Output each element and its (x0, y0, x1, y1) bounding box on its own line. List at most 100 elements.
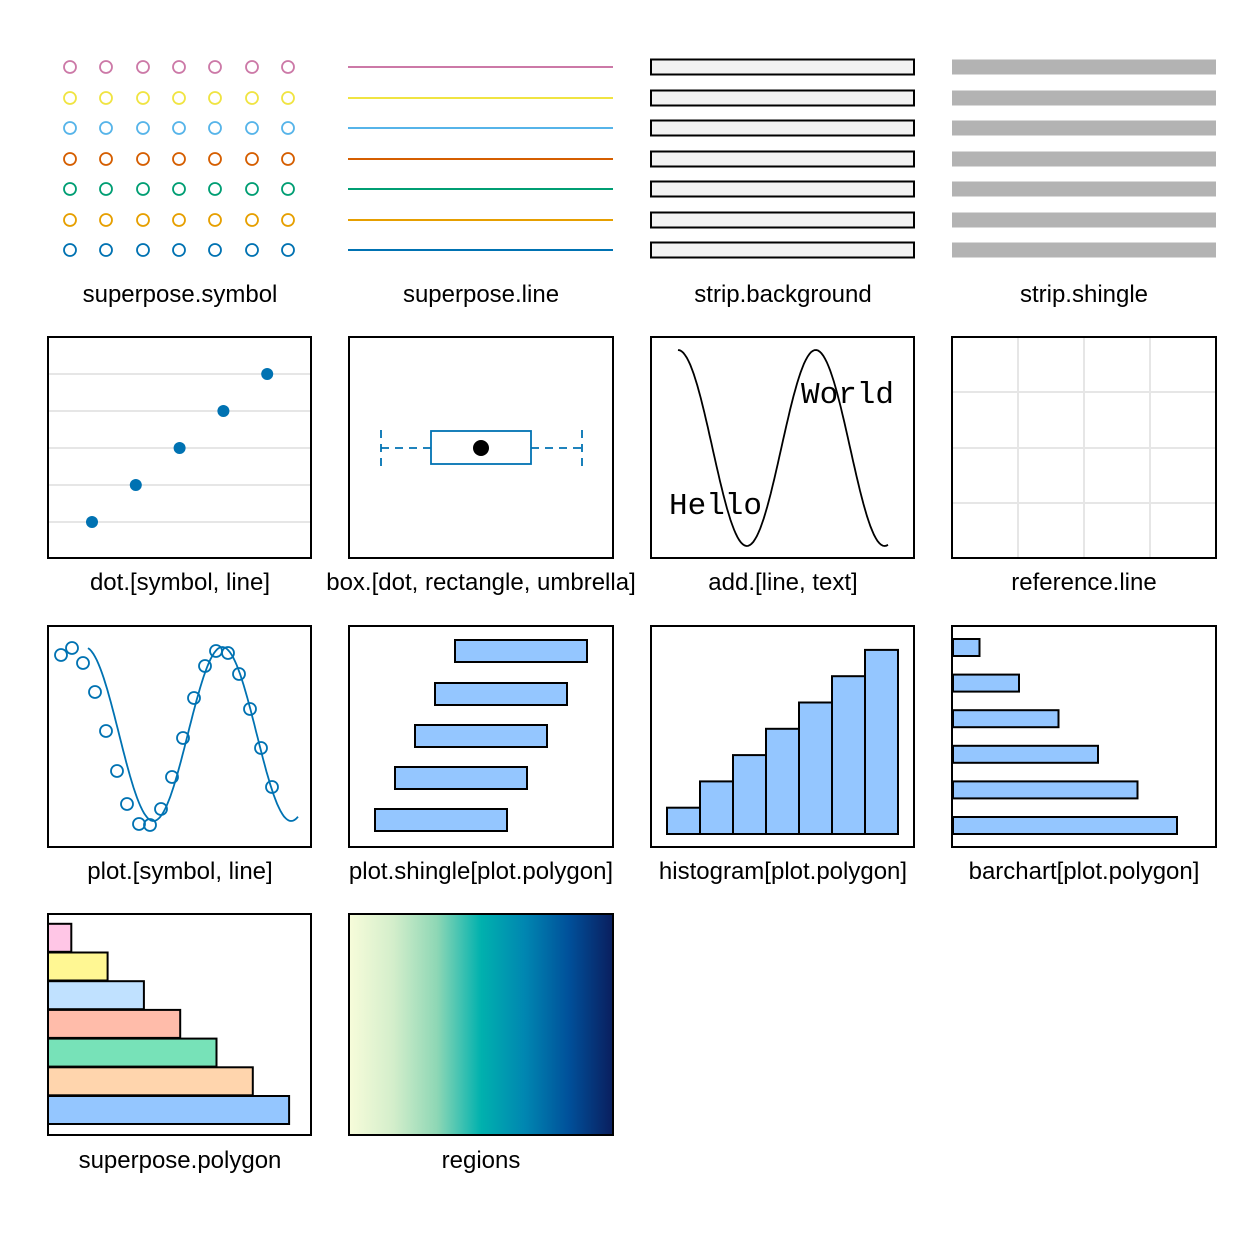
superpose-symbol-point (172, 213, 186, 227)
caption-histogram: histogram[plot.polygon] (659, 858, 907, 885)
reference-frame (951, 336, 1217, 559)
superpose-symbol-point (63, 152, 77, 166)
add-panel (650, 336, 915, 559)
strip-shingle-bar (952, 59, 1216, 75)
superpose-symbol-point (208, 91, 222, 105)
superpose-symbol-point (245, 121, 259, 135)
plot-point (243, 702, 257, 716)
barchart-bar (952, 638, 981, 657)
plot-point (65, 641, 79, 655)
superpose-symbol-point (63, 60, 77, 74)
strip-background-bar (650, 241, 915, 259)
shingle-bar (414, 724, 548, 748)
barchart-bar (952, 673, 1020, 693)
strip-background-bar (650, 180, 915, 198)
strip-background-bar (650, 119, 915, 137)
plot-point (187, 691, 201, 705)
shingle-bar (394, 766, 528, 790)
caption-plot-shingle: plot.shingle[plot.polygon] (349, 858, 613, 885)
superpose-symbol-point (245, 213, 259, 227)
dot-point (261, 368, 274, 380)
caption-plot: plot.[symbol, line] (87, 858, 272, 885)
superpose-polygon-bar (47, 1037, 218, 1068)
superpose-symbol-point (281, 152, 295, 166)
superpose-polygon-bar (47, 980, 145, 1011)
superpose-polygon-bar (47, 951, 109, 982)
hello-text: Hello (669, 489, 762, 524)
dot-point (173, 442, 186, 454)
superpose-symbol-point (99, 182, 113, 196)
barchart-bar (952, 709, 1060, 729)
superpose-symbol-point (63, 182, 77, 196)
superpose-symbol-point (172, 152, 186, 166)
superpose-polygon-bar (47, 922, 73, 953)
plot-shingle-panel (348, 625, 614, 848)
plot-point (120, 797, 134, 811)
caption-regions: regions (442, 1147, 521, 1174)
superpose-polygon-bar (47, 1095, 291, 1125)
superpose-symbol-point (208, 121, 222, 135)
dot-panel (47, 336, 312, 559)
superpose-polygon-bar (47, 1008, 182, 1039)
superpose-symbol-point (63, 91, 77, 105)
dot-point (217, 405, 230, 417)
strip-background-panel (650, 58, 915, 259)
caption-add: add.[line, text] (708, 569, 857, 596)
world-text: World (801, 378, 894, 413)
superpose-symbol-point (281, 60, 295, 74)
superpose-symbol-point (281, 121, 295, 135)
plot-point (265, 780, 279, 794)
box-frame (348, 336, 614, 559)
superpose-symbol-point (136, 182, 150, 196)
barchart-bar (952, 780, 1139, 800)
histogram-bar (798, 701, 833, 835)
histogram-frame (650, 625, 915, 848)
box-panel (348, 336, 614, 559)
dot-point (86, 516, 98, 528)
superpose-symbol-point (245, 152, 259, 166)
caption-superpose-polygon: superpose.polygon (79, 1147, 282, 1174)
superpose-symbol-point (208, 152, 222, 166)
add-frame (650, 336, 915, 559)
histogram-panel (650, 625, 915, 848)
caption-superpose-symbol: superpose.symbol (83, 281, 278, 308)
add-line (677, 349, 889, 547)
dot-point (129, 479, 142, 491)
superpose-symbol-point (281, 213, 295, 227)
plot-point (165, 770, 179, 784)
plot-point (76, 656, 90, 670)
barchart-bar (952, 744, 1099, 764)
caption-dot: dot.[symbol, line] (90, 569, 270, 596)
superpose-symbol-point (136, 121, 150, 135)
superpose-symbol-point (63, 121, 77, 135)
superpose-symbol-point (136, 152, 150, 166)
superpose-symbol-point (99, 121, 113, 135)
superpose-symbol-point (99, 91, 113, 105)
superpose-symbol-point (136, 243, 150, 257)
superpose-symbol-point (172, 91, 186, 105)
caption-strip-shingle: strip.shingle (1020, 281, 1148, 308)
strip-shingle-bar (952, 242, 1216, 258)
superpose-symbol-point (245, 243, 259, 257)
superpose-polygon-frame (47, 913, 312, 1136)
histogram-bar (666, 806, 701, 836)
strip-background-bar (650, 211, 915, 229)
superpose-symbol-point (281, 243, 295, 257)
superpose-symbol-point (208, 60, 222, 74)
plot-point (232, 667, 246, 681)
superpose-symbol-point (172, 121, 186, 135)
superpose-symbol-point (208, 213, 222, 227)
superpose-symbol-point (281, 182, 295, 196)
superpose-symbol-point (136, 213, 150, 227)
caption-barchart: barchart[plot.polygon] (969, 858, 1200, 885)
strip-background-bar (650, 58, 915, 76)
box-median-dot (473, 440, 489, 456)
superpose-polygon-bar (47, 1066, 254, 1097)
superpose-symbol-point (208, 182, 222, 196)
shingle-bar (434, 682, 568, 706)
superpose-polygon-panel (47, 913, 312, 1136)
superpose-symbol-point (172, 182, 186, 196)
superpose-symbol-panel (63, 60, 295, 257)
barchart-panel (951, 625, 1217, 848)
